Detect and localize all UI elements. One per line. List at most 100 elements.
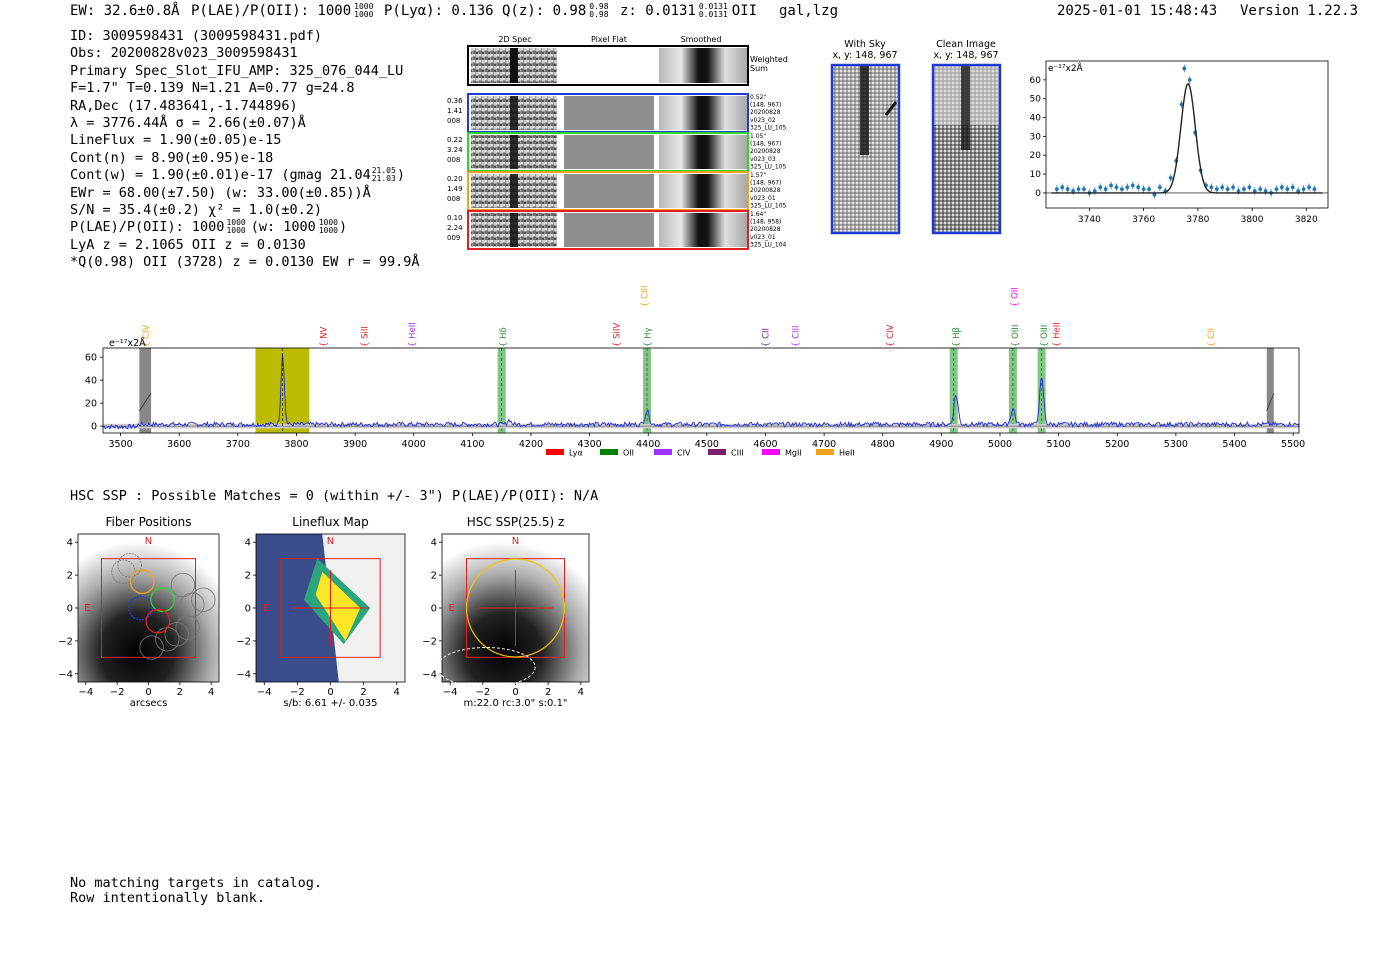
- spectrum-line-label: { HeII: [1052, 322, 1062, 347]
- hsc-y-tick-label: 4: [431, 538, 437, 549]
- header-ew: EW: 32.6±0.8Å: [70, 3, 180, 19]
- cutout-left-value: 1.49: [447, 185, 463, 193]
- emission-line-zoom-plot: e⁻¹⁷x2Å 3740 3760 3780 3800 3820 0 10 20 30 40 50 6…: [1030, 60, 1329, 225]
- fiber-circle-highlighted: [128, 595, 154, 621]
- cutout-right-value: (148, 958): [750, 219, 781, 226]
- legend-swatch: [600, 449, 618, 455]
- zoom-data-point: [1120, 187, 1124, 192]
- spectrum-line-label: { CIV: [886, 324, 896, 347]
- hsc-panel-title: Lineflux Map: [292, 515, 368, 529]
- info-radec: RA,Dec (17.483641,-1.744896): [70, 97, 298, 114]
- cutout-row: 0.10 2.24 009 1.64"(148, 958)20200828v023_0…: [447, 210, 787, 250]
- hsc-east-label: E: [449, 603, 455, 614]
- detection-info: ID: 3009598431 (3009598431.pdf) Obs: 202…: [70, 28, 420, 271]
- clean-image-title: Clean Image: [936, 39, 996, 50]
- zoom-data-point: [1312, 187, 1317, 192]
- spectrum-line-label: { CIII: [641, 285, 651, 307]
- spectrum-x-tick-label: 3700: [226, 439, 250, 450]
- hsc-x-tick-label: 2: [360, 687, 366, 698]
- spectrum-x-tick-label: 4900: [929, 439, 953, 450]
- spectrum-line-label: { OIII: [1011, 325, 1021, 347]
- cutout-left-value: 008: [447, 195, 460, 203]
- legend-label: OII: [623, 449, 634, 458]
- hsc-y-tick-label: −2: [58, 636, 73, 647]
- cutout-right-value: 325_LU_105: [750, 202, 787, 209]
- zoom-data-point: [1182, 66, 1187, 71]
- spectrum-line-label: { Hβ: [952, 327, 962, 347]
- zoom-y-tick-label: 20: [1030, 151, 1041, 161]
- cutout-row: 0.36 1.41 008 0.52"(148, 967)20200828v023_0…: [447, 93, 787, 133]
- cutout-right-value: (148, 967): [750, 102, 781, 109]
- zoom-y-tick-label: 0: [1035, 189, 1041, 199]
- spectrum-y-tick-label: 20: [85, 399, 97, 410]
- hsc-y-tick-label: 0: [431, 604, 437, 615]
- spectrum-mask-hatch: [139, 392, 152, 412]
- header-qz: Q(z): 0.98 0.98 0.98: [502, 2, 609, 20]
- hsc-x-tick-label: 0: [512, 687, 518, 698]
- fiber-circle: [164, 622, 189, 647]
- cutout-left-value: 0.20: [447, 175, 463, 183]
- spectra-cutouts: 2D Spec Pixel Flat Smoothed Weighted Sum …: [447, 35, 1002, 250]
- fiber-circle-highlighted: [150, 587, 175, 613]
- cutout-right-value: (148, 967): [750, 180, 781, 187]
- zoom-data-point: [1136, 185, 1141, 190]
- spectrum-masked-region: [139, 348, 152, 433]
- col-2d-spec: 2D Spec: [498, 35, 531, 44]
- info-id: ID: 3009598431 (3009598431.pdf): [70, 28, 322, 44]
- spectrum-line-label-text: { CIV: [142, 324, 152, 347]
- cutout-left-value: 2.24: [447, 224, 463, 232]
- fiber-circle-highlighted: [145, 608, 171, 634]
- hsc-x-tick-label: 4: [208, 687, 214, 698]
- legend-label: Lyα: [569, 449, 583, 458]
- cutout-right-value: 325_LU_105: [750, 124, 787, 131]
- spectrum-x-tick-label: 4700: [812, 439, 836, 450]
- zoom-data-point: [1141, 187, 1146, 192]
- zoom-data-point: [1209, 185, 1214, 190]
- cutout-row: 0.20 1.49 008 1.57"(148, 967)20200828v023_0…: [447, 171, 787, 211]
- spectrum-line-label-text: { HeII: [1052, 322, 1062, 347]
- hsc-x-tick-label: −4: [257, 687, 272, 698]
- zoom-data-point: [1285, 187, 1290, 192]
- legend-label: CIV: [677, 449, 691, 458]
- hsc-panel: Lineflux Map s/b: 6.61 +/- 0.035 4 2 0 −2 −4 −4…: [236, 515, 406, 709]
- cutout-2d-spec-line: [510, 213, 518, 247]
- cutout-right-value: v023_01: [750, 195, 776, 202]
- hsc-y-tick-label: −2: [236, 636, 251, 647]
- spectrum-line-label: { OIII: [1040, 325, 1050, 347]
- spectrum-x-tick-label: 3800: [284, 439, 308, 450]
- zoom-data-point: [1082, 187, 1086, 192]
- zoom-x-tick-label: 3760: [1132, 215, 1155, 225]
- hsc-north-label: N: [145, 536, 152, 547]
- zoom-y-tick-label: 50: [1030, 95, 1041, 105]
- spectrum-x-tick-label: 4800: [871, 439, 895, 450]
- cutout-smoothed: [659, 213, 747, 247]
- cutout-left-value: 0.22: [447, 136, 463, 144]
- zoom-data-point: [1157, 185, 1162, 190]
- hsc-y-tick-label: −4: [422, 669, 437, 680]
- spectrum-x-tick-label: 5500: [1281, 439, 1305, 450]
- spectrum-x-tick-label: 4300: [578, 439, 602, 450]
- spectrum-x-tick-label: 3600: [167, 439, 191, 450]
- hsc-search-box: [280, 558, 381, 658]
- clean-image-xy: x, y: 148, 967: [933, 50, 998, 61]
- spectrum-line-label: { OII: [1011, 287, 1021, 307]
- zoom-y-tick-label: 30: [1030, 132, 1041, 142]
- hsc-match-header: HSC SSP : Possible Matches = 0 (within +…: [70, 488, 599, 504]
- hsc-neighbor-ellipse: [436, 646, 536, 688]
- zoom-data-point: [1060, 185, 1065, 190]
- legend-swatch: [762, 449, 780, 455]
- cutout-2d-spec-line: [510, 174, 518, 208]
- spectrum-y-tick-label: 40: [85, 376, 97, 387]
- zoom-data-point: [1152, 192, 1157, 197]
- cutout-right-value: 1.05": [750, 133, 766, 140]
- legend-swatch: [546, 449, 564, 455]
- spectrum-x-tick-label: 5300: [1164, 439, 1188, 450]
- zoom-data-point: [1242, 187, 1246, 192]
- spectrum-line-label-text: { SiII: [360, 326, 370, 347]
- zoom-y-tick-label: 60: [1030, 76, 1041, 86]
- zoom-x-tick-label: 3780: [1186, 215, 1209, 225]
- weighted-sum-row: Weighted Sum: [467, 45, 788, 86]
- info-plae: P(LAE)/P(OII): 1000 1000 1000 (w: 1000 1000 1…: [70, 218, 348, 236]
- cutout-row: 0.22 3.24 008 1.05"(148, 967)20200828v023_0…: [447, 132, 787, 172]
- zoom-data-point: [1054, 187, 1059, 192]
